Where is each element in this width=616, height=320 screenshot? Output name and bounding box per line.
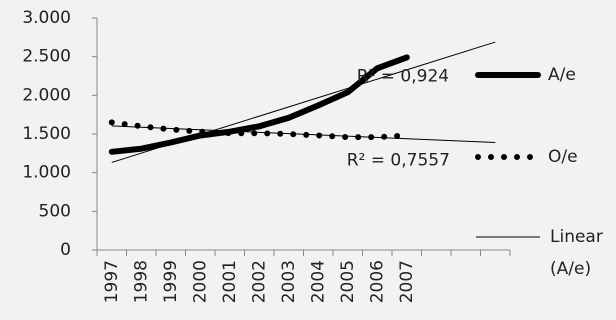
- y-tick-label: 0: [60, 240, 71, 260]
- y-tick-label: 1.500: [22, 124, 71, 144]
- x-tick-label: 1999: [161, 260, 181, 303]
- legend-label: O/e: [548, 147, 578, 167]
- x-tick-label: 1997: [102, 260, 122, 303]
- trendline: [111, 125, 496, 144]
- x-tick-label: 2007: [397, 260, 417, 303]
- x-tick-label: 2001: [220, 260, 240, 303]
- y-tick-label: 3.000: [22, 8, 71, 28]
- r2-label: R² = 0,7557: [347, 151, 450, 171]
- y-tick-label: 2.000: [22, 85, 71, 105]
- trendline: [111, 41, 496, 163]
- y-tick-label: 500: [39, 201, 71, 221]
- legend-label: A/e: [548, 65, 576, 85]
- x-tick-label: 2005: [338, 260, 358, 303]
- x-tick-label: 2004: [308, 260, 328, 303]
- x-tick-label: 1998: [131, 260, 151, 303]
- x-tick-label: 2003: [279, 260, 299, 303]
- y-tick-label: 2.500: [22, 47, 71, 67]
- series-line: [108, 54, 410, 155]
- x-tick-label: 2006: [367, 260, 387, 303]
- x-tick-label: 2000: [190, 260, 210, 303]
- legend-label: Linear (A/e): [550, 227, 603, 279]
- y-tick-label: 1.000: [22, 163, 71, 183]
- r2-label: R² = 0,924: [357, 66, 449, 86]
- x-tick-label: 2002: [249, 260, 269, 303]
